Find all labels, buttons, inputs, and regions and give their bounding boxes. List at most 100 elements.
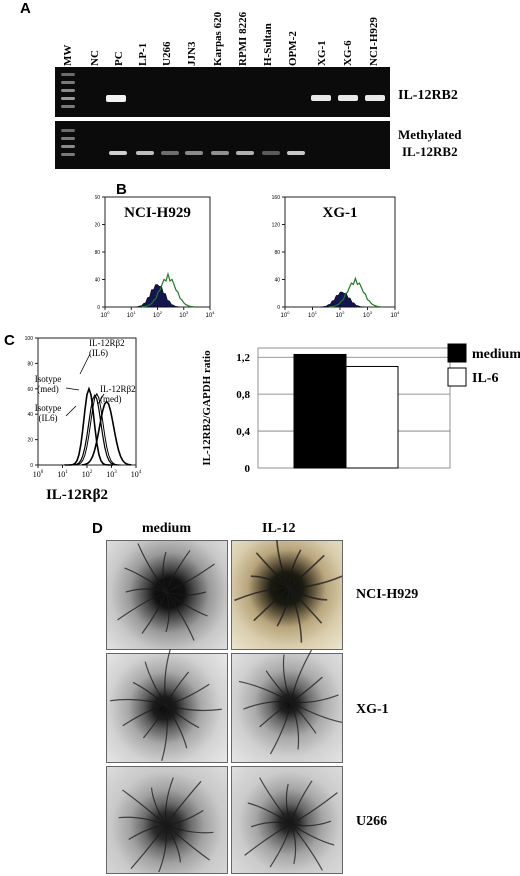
panel-b-label: B: [116, 181, 127, 198]
y-tick-label: 40: [27, 412, 33, 418]
x-tick-label: 101: [127, 310, 137, 319]
hist-annotation: Isotype (med): [35, 374, 62, 394]
y-tick-label: 40: [95, 278, 100, 284]
y-tick-label: 0: [97, 305, 100, 311]
row-label-u266: U266: [356, 814, 388, 829]
gel1-label: IL-12RB2: [398, 88, 458, 103]
y-tick-label: 20: [27, 438, 33, 444]
x-tick-label: 104: [391, 310, 401, 319]
lane-header: XG-1: [316, 2, 330, 66]
mw-ladder-band: [61, 81, 75, 84]
mw-ladder-band: [61, 105, 75, 108]
bar-medium: [293, 353, 347, 469]
hist-frame: [284, 196, 396, 308]
y-tick-label: 0: [30, 463, 33, 469]
gel2-label: Methylated IL-12RB2: [398, 126, 462, 160]
y-tick-label: 1,2: [236, 352, 250, 364]
annotation-arrow: [65, 387, 80, 391]
mw-ladder-band: [61, 137, 75, 140]
y-tick-label: 160: [272, 195, 281, 201]
hist-title: NCI-H929: [124, 205, 191, 221]
x-tick-label: 100: [33, 470, 44, 479]
histogram-xg1: 0 40 80 120 160 100 101 102 103 104 XG-1: [272, 195, 401, 319]
gel-lane-headers: MW NC PC LP-1 U266 JJN3 Karpas 620 RPMI 8226 H-S…: [0, 0, 520, 70]
y-tick-label: 0: [245, 463, 251, 475]
gel2-label-line1: Methylated: [398, 127, 462, 142]
bar-chart-c: 0 0,4 0,8 1,2 IL-12RB2/GAPDH ratio medium IL-6: [201, 343, 520, 475]
hist-title: XG-1: [323, 205, 358, 221]
x-tick-label: 103: [363, 310, 373, 319]
lane-header: NCI-H929: [368, 2, 382, 66]
lane-label: PC: [113, 51, 125, 66]
hist-annotation: IL-12Rβ2 (IL6): [89, 338, 125, 358]
legend-label: IL-6: [472, 371, 498, 386]
methyl-band-hsultan: [262, 151, 280, 155]
lane-label: XG-6: [342, 40, 354, 66]
y-tick-label: 80: [95, 250, 100, 256]
y-tick-label: 80: [274, 250, 280, 256]
gel-methylated-il12rb2: [55, 121, 390, 169]
panel-c-label: C: [4, 332, 15, 349]
methyl-band-lp1: [136, 151, 154, 155]
hist-curve: [72, 392, 122, 466]
methyl-band-karpas: [211, 151, 229, 155]
cam-photo-xg1-medium: [106, 653, 228, 763]
xg6-band: [338, 95, 358, 101]
y-tick-label: 160: [95, 195, 100, 201]
legend-swatch: [447, 343, 467, 363]
y-tick-label: 40: [274, 278, 280, 284]
cam-photo-ncih929-medium: [106, 540, 228, 650]
y-tick-label: 60: [27, 387, 33, 393]
panel-a-label: A: [20, 0, 31, 17]
hist-curve: [70, 393, 120, 466]
x-tick-label: 100: [101, 310, 111, 319]
lane-header: LP-1: [137, 2, 151, 66]
methyl-band-pc: [109, 151, 127, 155]
cam-photo-xg1-il12: [231, 653, 343, 763]
lane-label: U266: [161, 41, 173, 66]
y-tick-label: 0: [277, 305, 280, 311]
lane-header: OPM-2: [287, 2, 301, 66]
y-tick-label: 120: [272, 223, 281, 229]
x-tick-label: 101: [57, 470, 68, 479]
y-tick-label: 80: [27, 361, 33, 367]
methyl-band-u266: [161, 151, 179, 155]
legend-swatch: [447, 367, 467, 387]
y-tick-label: 100: [25, 336, 34, 342]
lane-header: Karpas 620: [212, 2, 226, 66]
y-tick-label: 0,4: [236, 426, 250, 438]
y-axis-label: IL-12RB2/GAPDH ratio: [201, 350, 213, 466]
methyl-band-opm2: [287, 151, 305, 155]
pc-band: [106, 95, 126, 102]
x-tick-label: 101: [308, 310, 318, 319]
mw-ladder-band: [61, 145, 75, 148]
methyl-band-jjn3: [185, 151, 203, 155]
hist-annotation: Isotype (IL6): [35, 403, 62, 423]
bar-chart: 0 0,4 0,8 1,2 IL-12RB2/GAPDH ratio medium IL-6: [201, 343, 520, 475]
isotype-peak: [319, 291, 365, 308]
x-tick-label: 102: [336, 310, 346, 319]
gel-il12rb2: [55, 67, 390, 117]
col-label-medium: medium: [142, 521, 191, 536]
x-tick-label: 100: [281, 310, 291, 319]
legend-label: medium: [472, 347, 520, 362]
col-label-il12: IL-12: [262, 521, 296, 536]
lane-header: NC: [89, 2, 103, 66]
lane-header: XG-6: [342, 2, 356, 66]
lane-label: JJN3: [186, 41, 198, 66]
annotation-arrow: [97, 393, 105, 405]
row-label-ncih929: NCI-H929: [356, 587, 419, 602]
histogram-il12rb2: 0 20 40 60 80 100 100 101 102 103 104 IL-12Rβ2 (IL6)…: [25, 336, 142, 503]
lane-header: MW: [62, 2, 76, 66]
x-tick-label: 103: [106, 470, 117, 479]
row-label-xg1: XG-1: [356, 702, 389, 717]
annotation-arrow: [65, 405, 77, 417]
flow-histogram-c: 0 20 40 60 80 100 100 101 102 103 104 IL-12Rβ2 (IL6)…: [25, 336, 142, 503]
lane-header: U266: [161, 2, 175, 66]
mw-ladder-band: [61, 89, 75, 92]
stained-peak: [141, 271, 195, 308]
x-tick-label: 102: [153, 310, 163, 319]
y-tick-label: 0,8: [236, 389, 250, 401]
ncih929-band: [365, 95, 385, 101]
lane-label: NCI-H929: [368, 17, 380, 66]
